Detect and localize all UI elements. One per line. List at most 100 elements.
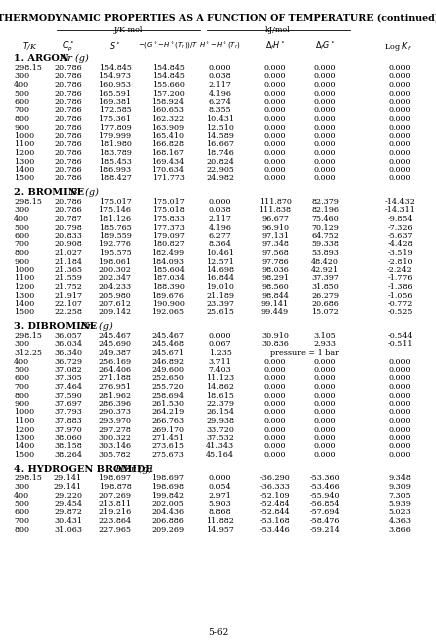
Text: 1400: 1400 [14,442,34,451]
Text: 0.000: 0.000 [314,400,336,408]
Text: 1.235: 1.235 [208,349,232,357]
Text: 98.844: 98.844 [261,291,289,300]
Text: 207.612: 207.612 [99,300,132,308]
Text: 900: 900 [14,124,29,131]
Text: 26.154: 26.154 [206,408,234,417]
Text: 0.000: 0.000 [389,72,411,81]
Text: 21.559: 21.559 [54,275,82,282]
Text: 0.000: 0.000 [264,64,286,72]
Text: 154.845: 154.845 [152,72,184,81]
Text: 0.000: 0.000 [389,400,411,408]
Text: 1300: 1300 [14,157,34,166]
Text: 64.752: 64.752 [311,232,339,240]
Text: 48.420: 48.420 [311,257,339,266]
Text: 98.036: 98.036 [261,266,289,274]
Text: 175.017: 175.017 [152,198,184,206]
Text: 3. DIBROMINE: 3. DIBROMINE [14,322,97,331]
Text: kJ/mol: kJ/mol [265,26,291,34]
Text: 99.141: 99.141 [261,300,289,308]
Text: 0.000: 0.000 [264,157,286,166]
Text: 172.585: 172.585 [99,106,131,115]
Text: 186.993: 186.993 [99,166,132,174]
Text: 202.005: 202.005 [152,500,184,508]
Text: 312.25: 312.25 [14,349,42,357]
Text: 18.746: 18.746 [206,149,234,157]
Text: 245.690: 245.690 [99,340,132,349]
Text: 2.117: 2.117 [208,81,232,89]
Text: 75.460: 75.460 [311,215,339,223]
Text: 700: 700 [14,517,29,525]
Text: 0.000: 0.000 [389,426,411,433]
Text: 0.000: 0.000 [314,81,336,89]
Text: 36.729: 36.729 [54,358,82,365]
Text: 154.973: 154.973 [99,72,132,81]
Text: 20.786: 20.786 [54,115,82,123]
Text: 0.000: 0.000 [314,374,336,383]
Text: 7.305: 7.305 [388,492,411,499]
Text: 20.786: 20.786 [54,90,82,97]
Text: 20.786: 20.786 [54,207,82,214]
Text: 5-62: 5-62 [208,628,228,637]
Text: 9.309: 9.309 [388,483,412,491]
Text: 0.000: 0.000 [264,426,286,433]
Text: 245.467: 245.467 [99,332,132,340]
Text: 30.836: 30.836 [261,340,289,349]
Text: -56.854: -56.854 [310,500,340,508]
Text: 0.000: 0.000 [389,442,411,451]
Text: 209.142: 209.142 [99,308,132,317]
Text: 181.980: 181.980 [99,141,131,148]
Text: 0.000: 0.000 [264,442,286,451]
Text: 0.000: 0.000 [264,374,286,383]
Text: 276.951: 276.951 [99,383,132,391]
Text: 24.982: 24.982 [206,175,234,182]
Text: 31.850: 31.850 [311,283,339,291]
Text: 209.269: 209.269 [151,525,184,534]
Text: 8.364: 8.364 [208,241,232,248]
Text: 0.000: 0.000 [389,124,411,131]
Text: 0.000: 0.000 [389,166,411,174]
Text: 252.650: 252.650 [152,374,184,383]
Text: 1100: 1100 [14,275,34,282]
Text: 22.107: 22.107 [54,300,82,308]
Text: 1500: 1500 [14,308,34,317]
Text: 21.184: 21.184 [54,257,82,266]
Text: 0.000: 0.000 [264,434,286,442]
Text: 189.559: 189.559 [99,232,131,240]
Text: 189.676: 189.676 [151,291,184,300]
Text: 36.340: 36.340 [54,349,82,357]
Text: 0.000: 0.000 [264,358,286,365]
Text: 20.786: 20.786 [54,132,82,140]
Text: 25.615: 25.615 [206,308,234,317]
Text: 0.000: 0.000 [314,90,336,97]
Text: 1200: 1200 [14,283,34,291]
Text: 18.615: 18.615 [206,392,234,399]
Text: 29.938: 29.938 [206,417,234,425]
Text: -53.446: -53.446 [259,525,290,534]
Text: 38.158: 38.158 [54,442,82,451]
Text: 31.063: 31.063 [54,525,82,534]
Text: -57.694: -57.694 [310,509,341,516]
Text: -53.168: -53.168 [260,517,290,525]
Text: -2.810: -2.810 [387,257,413,266]
Text: 0.000: 0.000 [264,392,286,399]
Text: $H^\circ\!-\!H^\circ(T_r)$: $H^\circ\!-\!H^\circ(T_r)$ [199,40,241,51]
Text: 3.711: 3.711 [208,358,232,365]
Text: 800: 800 [14,115,29,123]
Text: 0.038: 0.038 [209,207,232,214]
Text: 0.000: 0.000 [264,175,286,182]
Text: 37.883: 37.883 [54,417,82,425]
Text: 245.671: 245.671 [151,349,184,357]
Text: 0.000: 0.000 [264,141,286,148]
Text: 298.15: 298.15 [14,474,42,483]
Text: 181.126: 181.126 [99,215,132,223]
Text: 0.000: 0.000 [389,374,411,383]
Text: 5.903: 5.903 [208,500,232,508]
Text: 38.060: 38.060 [54,434,82,442]
Text: 0.000: 0.000 [264,417,286,425]
Text: 20.786: 20.786 [54,81,82,89]
Text: 20.786: 20.786 [54,198,82,206]
Text: 800: 800 [14,525,29,534]
Text: 0.000: 0.000 [209,474,231,483]
Text: 0.000: 0.000 [389,175,411,182]
Text: 0.000: 0.000 [314,451,336,459]
